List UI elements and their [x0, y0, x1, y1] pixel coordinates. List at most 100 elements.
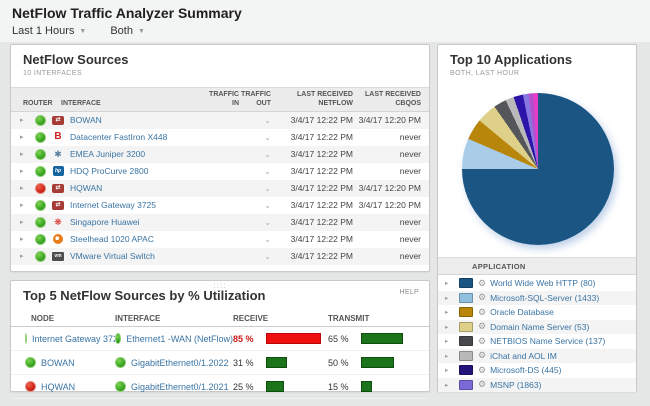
interface-link[interactable]: Ethernet1 -WAN (NetFlow)	[126, 333, 233, 344]
status-up-icon	[115, 333, 122, 344]
last-received-netflow-cell: 3/4/17 12:22 PM	[290, 115, 353, 125]
traffic-out-chevron-icon[interactable]: ⌄	[264, 251, 271, 261]
traffic-out-chevron-icon[interactable]: ⌄	[264, 149, 271, 159]
column-header-traffic-in[interactable]: TRAFFIC IN	[209, 91, 239, 107]
expand-caret-icon[interactable]: ▸	[20, 236, 24, 243]
expand-caret-icon[interactable]: ▸	[445, 294, 449, 302]
column-header-router[interactable]: ROUTER	[23, 99, 53, 107]
time-filter-dropdown[interactable]: Last 1 Hours ▼	[12, 25, 86, 37]
status-up-icon	[25, 357, 36, 368]
expand-caret-icon[interactable]: ▸	[445, 381, 449, 389]
table-row: ▸ ⇄ HQWAN ⌄ 3/4/17 12:22 PM 3/4/17 12:20 PM	[11, 179, 429, 197]
expand-caret-icon[interactable]: ▸	[20, 168, 24, 175]
column-header-node[interactable]: NODE	[31, 314, 55, 323]
riverbed-vendor-icon	[49, 234, 67, 245]
interface-link[interactable]: HQWAN	[70, 183, 103, 193]
series-color-swatch	[459, 321, 473, 332]
interface-link[interactable]: BOWAN	[70, 115, 102, 125]
receive-percent: 25 %	[233, 381, 254, 392]
sources-table-header: ROUTER INTERFACE TRAFFIC IN TRAFFIC OUT …	[11, 87, 429, 112]
help-link[interactable]: HELP	[399, 289, 419, 296]
transmit-bar	[361, 333, 403, 344]
interface-link[interactable]: Datacenter FastIron X448	[70, 132, 168, 142]
node-link[interactable]: Internet Gateway 3725	[32, 333, 115, 344]
status-up-icon	[25, 333, 27, 344]
column-header-receive[interactable]: RECEIVE	[233, 314, 269, 323]
interface-link[interactable]: Singapore Huawei	[70, 217, 140, 227]
direction-filter-label: Both	[110, 25, 133, 37]
traffic-out-chevron-icon[interactable]: ⌄	[264, 166, 271, 176]
expand-caret-icon[interactable]: ▸	[445, 280, 449, 288]
interface-link[interactable]: EMEA Juniper 3200	[70, 149, 146, 159]
traffic-out-chevron-icon[interactable]: ⌄	[264, 217, 271, 227]
panel-subtitle: BOTH, LAST HOUR	[450, 70, 520, 77]
traffic-out-chevron-icon[interactable]: ⌄	[264, 115, 271, 125]
expand-caret-icon[interactable]: ▸	[20, 151, 24, 158]
table-row: Internet Gateway 3725 Ethernet1 -WAN (Net…	[11, 327, 429, 351]
last-received-cbqos-cell: 3/4/17 12:20 PM	[358, 115, 421, 125]
drag-handle-icon[interactable]: ::::	[213, 281, 227, 290]
series-color-swatch	[459, 379, 473, 390]
expand-caret-icon[interactable]: ▸	[20, 117, 24, 124]
interface-link[interactable]: VMware Virtual Switch	[70, 251, 155, 261]
expand-caret-icon[interactable]: ▸	[20, 134, 24, 141]
expand-caret-icon[interactable]: ▸	[445, 367, 449, 375]
application-link[interactable]: Domain Name Server (53)	[490, 321, 590, 332]
interface-link[interactable]: Steelhead 1020 APAC	[70, 234, 154, 244]
traffic-out-chevron-icon[interactable]: ⌄	[264, 132, 271, 142]
application-link[interactable]: Microsoft-SQL-Server (1433)	[490, 292, 600, 303]
column-header-traffic-out[interactable]: TRAFFIC OUT	[241, 91, 271, 107]
huawei-vendor-icon: ❋	[54, 217, 62, 228]
column-header-transmit[interactable]: TRANSMIT	[328, 314, 370, 323]
table-row: ▸ vm VMware Virtual Switch ⌄ 3/4/17 12:22 PM…	[11, 247, 429, 265]
application-link[interactable]: World Wide Web HTTP (80)	[490, 278, 596, 289]
node-link[interactable]: BOWAN	[41, 357, 75, 368]
table-row: ▸ B Datacenter FastIron X448 ⌄ 3/4/17 12:22 …	[11, 129, 429, 146]
expand-caret-icon[interactable]: ▸	[445, 323, 449, 331]
interface-link[interactable]: GigabitEthernet0/1.2022	[131, 357, 229, 368]
table-row: ▸ ✱ EMEA Juniper 3200 ⌄ 3/4/17 12:22 PM never	[11, 145, 429, 163]
column-header-interface[interactable]: INTERFACE	[61, 99, 101, 107]
direction-filter-dropdown[interactable]: Both ▼	[110, 25, 145, 37]
traffic-out-chevron-icon[interactable]: ⌄	[264, 183, 271, 193]
node-link[interactable]: HQWAN	[41, 381, 76, 392]
column-header-interface[interactable]: INTERFACE	[115, 314, 161, 323]
expand-caret-icon[interactable]: ▸	[445, 309, 449, 317]
list-item: ▸ ⚙ Domain Name Server (53)	[438, 319, 636, 334]
series-color-swatch	[459, 365, 473, 376]
table-row: ▸ ⇄ BOWAN ⌄ 3/4/17 12:22 PM 3/4/17 12:20 PM	[11, 111, 429, 129]
expand-caret-icon[interactable]: ▸	[445, 352, 449, 360]
juniper-vendor-icon: ✱	[54, 149, 62, 160]
application-link[interactable]: MSNP (1863)	[490, 379, 542, 390]
table-row: BOWAN GigabitEthernet0/1.2022 31 % 50 %	[11, 351, 429, 375]
last-received-netflow-cell: 3/4/17 12:22 PM	[290, 200, 353, 210]
interface-link[interactable]: Internet Gateway 3725	[70, 200, 157, 210]
expand-caret-icon[interactable]: ▸	[445, 338, 449, 346]
interface-link[interactable]: HDQ ProCurve 2800	[70, 166, 149, 176]
last-received-netflow-cell: 3/4/17 12:22 PM	[290, 149, 353, 159]
column-header-last-received-netflow[interactable]: LAST RECEIVED NETFLOW	[296, 91, 353, 107]
column-header-last-received-cbqos[interactable]: LAST RECEIVED CBQOS	[364, 91, 421, 107]
application-link[interactable]: Oracle Database	[490, 307, 554, 318]
time-filter-label: Last 1 Hours	[12, 25, 75, 37]
last-received-netflow-cell: 3/4/17 12:22 PM	[290, 132, 353, 142]
series-color-swatch	[459, 350, 473, 361]
series-color-swatch	[459, 292, 473, 303]
last-received-cbqos-cell: 3/4/17 12:20 PM	[358, 200, 421, 210]
expand-caret-icon[interactable]: ▸	[20, 202, 24, 209]
panel-title: NetFlow Sources	[23, 52, 129, 67]
expand-caret-icon[interactable]: ▸	[20, 253, 24, 260]
application-link[interactable]: Microsoft-DS (445)	[490, 365, 562, 376]
expand-caret-icon[interactable]: ▸	[20, 219, 24, 226]
application-link[interactable]: NETBIOS Name Service (137)	[490, 336, 606, 347]
interface-link[interactable]: GigabitEthernet0/1.2021	[131, 381, 229, 392]
top5-table-body: Internet Gateway 3725 Ethernet1 -WAN (Net…	[11, 327, 429, 399]
application-link[interactable]: iChat and AOL IM	[490, 350, 557, 361]
list-item: ▸ ⚙ NETBIOS Name Service (137)	[438, 334, 636, 349]
series-color-swatch	[459, 307, 473, 318]
last-received-cbqos-cell: never	[399, 166, 421, 176]
applications-pie-chart[interactable]	[462, 93, 614, 245]
traffic-out-chevron-icon[interactable]: ⌄	[264, 234, 271, 244]
traffic-out-chevron-icon[interactable]: ⌄	[264, 200, 271, 210]
expand-caret-icon[interactable]: ▸	[20, 185, 24, 192]
